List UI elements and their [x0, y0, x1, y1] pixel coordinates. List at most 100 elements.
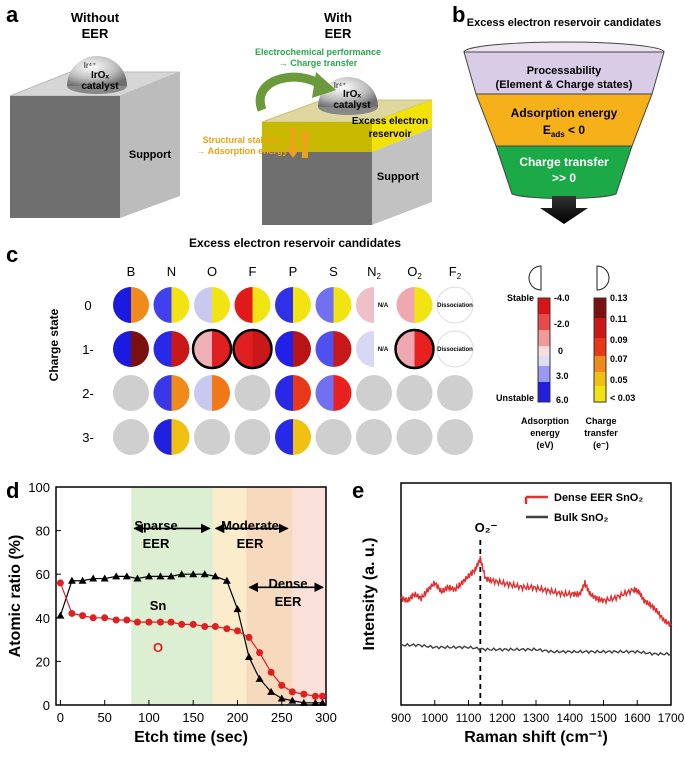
dissociation-label: Dissociation [437, 303, 473, 309]
sn-point [177, 570, 186, 578]
cell-S-1- [315, 331, 352, 367]
tier2-condition: < 0 [565, 123, 586, 137]
o-point [311, 692, 319, 700]
sn-point [318, 698, 327, 706]
sn-point [311, 698, 320, 706]
o-point [178, 620, 186, 628]
sn-point [133, 574, 142, 582]
right-catalyst-name: IrOₓ [343, 89, 361, 100]
cell-adsorption-half [275, 331, 293, 367]
column-label-symbol: F [249, 264, 257, 279]
right-catalyst-label: catalyst [333, 100, 371, 111]
series-label-sn: Sn [150, 598, 167, 613]
cell-adsorption-half [153, 419, 172, 455]
cell-N-3- [153, 419, 190, 455]
o-point [201, 623, 209, 631]
adsorption-colorbar [537, 297, 551, 403]
region-sparse-1: Sparse [134, 518, 177, 533]
cell-F-2- [234, 375, 271, 411]
cell-adsorption-half [194, 287, 212, 323]
raman-line-dense [400, 556, 672, 627]
sn-point [56, 611, 65, 619]
right-catalyst-dome [318, 77, 378, 107]
charge-tick-3: 0.07 [610, 354, 628, 364]
o-point [68, 609, 76, 617]
cell-adsorption-half [315, 287, 334, 323]
etch-y-tick-label: 60 [36, 567, 50, 582]
cell-adsorption-half [234, 287, 253, 323]
cell-P-1- [275, 331, 311, 367]
performance-label-1: Electrochemical performance [255, 47, 381, 57]
cell-charge-half [212, 287, 230, 323]
row-label-3-: 3- [82, 430, 94, 445]
sn-point [100, 574, 109, 582]
column-label-symbol: F [449, 264, 457, 279]
sn-point [122, 572, 131, 580]
cell-charge-half [293, 375, 311, 411]
adsorption-tick-1: -2.0 [554, 319, 570, 329]
charge-legend-halfcircle [596, 265, 610, 291]
performance-label-2: → Charge transfer [279, 58, 358, 68]
raman-axes: 900 1000 1100 1200 1300 1400 1500 1600 1700 [391, 700, 685, 725]
raman-series [400, 540, 672, 705]
raman-y-label: Intensity (a. u.) [361, 538, 378, 651]
column-label-N2: N2 [367, 264, 381, 281]
etch-y-tick-label: 40 [36, 611, 50, 626]
sn-point [288, 696, 297, 704]
cell-F-0 [234, 287, 271, 323]
cell-charge-half [171, 375, 190, 411]
sn-point [167, 572, 176, 580]
o-point [300, 690, 308, 698]
charge-tick-4: 0.05 [610, 375, 628, 385]
column-label-B: B [127, 264, 136, 279]
cell-O-2- [194, 375, 230, 411]
sn-point [156, 572, 165, 580]
column-label-subscript: 2 [376, 272, 381, 281]
cell-charge-half [131, 287, 149, 323]
cell-P-2- [275, 375, 311, 411]
cell-charge-half [171, 287, 190, 323]
cell-adsorption-half [275, 419, 293, 455]
o-point [256, 649, 264, 657]
cell-B-1- [113, 331, 149, 367]
tier2-subscript: ads [551, 130, 565, 139]
o-point [278, 681, 286, 689]
column-label-symbol: S [329, 264, 338, 279]
left-support-block [9, 71, 181, 218]
etch-y-tick-label: 0 [43, 698, 50, 713]
raman-line-bulk [400, 642, 672, 657]
column-label-symbol: O [407, 264, 417, 279]
o-point [288, 688, 296, 696]
sn-point [89, 574, 98, 582]
column-label-subscript: 2 [457, 272, 462, 281]
sn-point [200, 570, 209, 578]
cell-highlight-ring [394, 328, 435, 370]
column-label-O: O [207, 264, 217, 279]
etch-x-tick-label: 150 [182, 710, 204, 725]
adsorption-legend-title-1: Adsorption [521, 416, 569, 426]
tier3-line2: >> 0 [552, 171, 576, 185]
row-labels: 0 1- 2- 3- [82, 298, 94, 445]
cell-charge-half [333, 375, 352, 411]
cell-adsorption-half [153, 375, 172, 411]
cell-N-2- [356, 375, 392, 411]
o-point [56, 579, 64, 587]
na-label: N/A [378, 303, 389, 309]
column-label-symbol: O [207, 264, 217, 279]
tier2-symbol: E [543, 123, 551, 137]
etch-regions [131, 487, 326, 705]
cell-empty [234, 375, 271, 411]
right-support-block [261, 99, 433, 225]
cell-N-0 [153, 287, 190, 323]
etch-y-tick-label: 100 [28, 480, 50, 495]
eer-layer-label-1: Excess electron [352, 116, 428, 127]
column-label-subscript: 2 [417, 272, 422, 281]
row-label-1-: 1- [82, 342, 94, 357]
sn-point [78, 576, 87, 584]
region-dense-2: EER [275, 594, 302, 609]
adsorption-legend-title-3: (eV) [536, 440, 553, 450]
cell-adsorption-half [315, 375, 334, 411]
tier1-line2: (Element & Charge states) [496, 79, 633, 91]
cell-charge-half [212, 375, 230, 411]
legend-stable: Stable [507, 293, 534, 303]
